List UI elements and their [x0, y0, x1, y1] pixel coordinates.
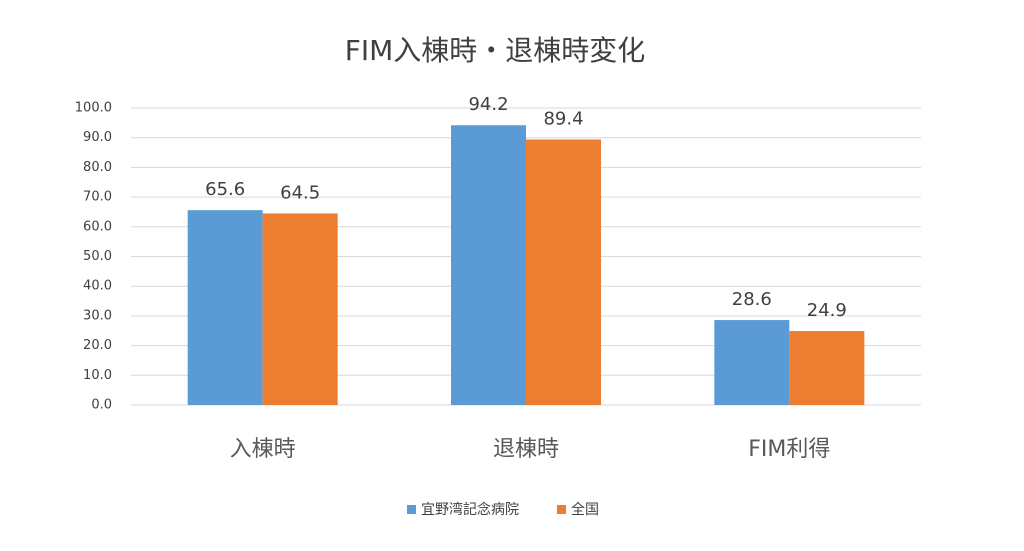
- y-tick-label: 0.0: [91, 398, 112, 413]
- y-tick-label: 90.0: [83, 130, 112, 145]
- legend-swatch: [557, 505, 566, 514]
- value-label: 89.4: [543, 108, 583, 129]
- legend-label: 宜野湾記念病院: [421, 501, 519, 518]
- y-tick-label: 100.0: [75, 101, 112, 116]
- value-label: 24.9: [807, 300, 847, 321]
- y-tick-label: 10.0: [83, 368, 112, 383]
- chart-title: FIM入棟時・退棟時変化: [345, 34, 646, 67]
- legend-label: 全国: [571, 501, 599, 518]
- x-tick-label: 退棟時: [493, 437, 559, 462]
- bar: [187, 210, 263, 405]
- bar: [262, 213, 338, 405]
- y-tick-label: 30.0: [83, 308, 112, 323]
- value-label: 65.6: [205, 179, 245, 200]
- y-tick-label: 60.0: [83, 219, 112, 234]
- legend-swatch: [407, 505, 416, 514]
- value-label: 94.2: [468, 94, 508, 115]
- y-tick-label: 40.0: [83, 279, 112, 294]
- y-tick-label: 20.0: [83, 338, 112, 353]
- y-tick-label: 70.0: [83, 190, 112, 205]
- value-label: 64.5: [280, 182, 320, 203]
- bar: [714, 320, 790, 405]
- x-tick-label: FIM利得: [748, 437, 830, 462]
- y-tick-label: 80.0: [83, 160, 112, 175]
- y-tick-label: 50.0: [83, 249, 112, 264]
- x-tick-label: 入棟時: [230, 437, 296, 462]
- value-label: 28.6: [732, 289, 772, 310]
- bar: [789, 331, 865, 405]
- bar: [526, 139, 601, 405]
- bar: [451, 125, 526, 405]
